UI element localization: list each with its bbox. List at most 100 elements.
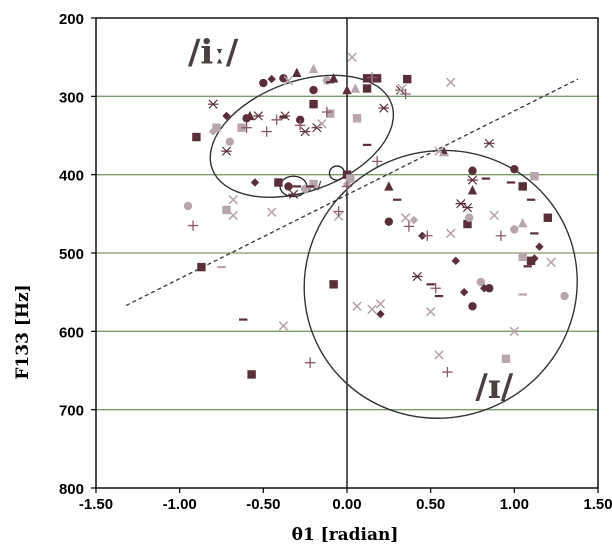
data-point-x — [347, 52, 357, 62]
data-point-circle — [510, 164, 519, 174]
data-point-square — [274, 178, 283, 187]
data-point-plus — [442, 366, 453, 378]
data-point-x — [489, 210, 500, 221]
data-point-star — [253, 111, 264, 121]
data-point-square — [346, 174, 355, 183]
data-point-plus — [430, 283, 441, 294]
data-point-plus — [294, 120, 306, 131]
data-point-x — [375, 299, 386, 309]
data-point-square — [526, 256, 536, 266]
x-tick-label: 0.00 — [332, 496, 361, 513]
data-point-plus — [321, 106, 333, 118]
data-point-circle — [476, 277, 486, 287]
y-tick-label: 300 — [59, 89, 84, 106]
data-point-x — [434, 350, 444, 360]
data-point-triangle — [350, 83, 361, 93]
data-points — [183, 52, 569, 379]
data-point-star — [484, 138, 495, 148]
data-point-diamond — [250, 178, 260, 187]
data-point-x — [546, 257, 556, 268]
x-tick-label: 1.00 — [500, 496, 529, 513]
highlight-circle — [328, 165, 346, 181]
data-point-plus — [495, 230, 507, 241]
region-label: /ɪ/ — [475, 367, 513, 407]
region-ellipse — [303, 149, 578, 419]
data-point-x — [425, 306, 436, 317]
data-point-square — [530, 172, 539, 181]
data-point-square — [501, 354, 511, 363]
data-point-diamond — [459, 287, 469, 297]
data-point-triangle — [384, 181, 394, 191]
y-tick-label: 800 — [59, 481, 84, 498]
data-point-triangle — [518, 218, 528, 228]
y-tick-label: 700 — [59, 403, 84, 420]
data-point-circle — [225, 137, 235, 146]
data-point-x — [367, 304, 377, 315]
data-point-square — [518, 252, 527, 262]
data-point-star — [299, 126, 311, 137]
data-point-x — [278, 321, 289, 331]
data-point-star — [207, 99, 219, 109]
data-point-plus — [271, 114, 282, 126]
data-point-star — [467, 175, 478, 185]
x-tick-label: -0.50 — [246, 496, 280, 513]
data-point-star — [221, 146, 232, 156]
data-point-star — [288, 189, 299, 199]
data-point-plus — [422, 230, 433, 241]
data-point-diamond — [530, 254, 539, 263]
region-label: /iː/ — [188, 32, 239, 72]
data-point-square — [212, 123, 221, 132]
x-axis-title: θ1 [radian] — [292, 525, 399, 545]
data-point-triangle — [292, 67, 302, 78]
data-point-plus — [187, 220, 199, 231]
data-point-diamond — [535, 242, 544, 251]
data-point-x — [445, 77, 456, 87]
data-point-square — [372, 74, 382, 83]
data-point-diamond — [222, 111, 231, 121]
data-point-triangle — [342, 84, 352, 95]
data-point-square — [309, 179, 318, 189]
x-tick-label: 1.50 — [583, 496, 612, 513]
data-point-diamond — [208, 127, 218, 136]
data-point-diamond — [451, 256, 460, 266]
data-point-star — [412, 271, 423, 282]
data-point-circle — [295, 115, 305, 125]
data-point-x — [266, 207, 277, 218]
data-point-x — [509, 326, 520, 337]
data-point-square — [362, 74, 372, 83]
data-point-circle — [309, 85, 318, 95]
data-point-plus — [261, 126, 272, 137]
data-point-square — [352, 114, 362, 123]
data-point-x — [283, 75, 294, 86]
region-ellipse — [209, 74, 395, 198]
data-point-x — [434, 146, 444, 156]
data-point-plus — [403, 221, 415, 232]
data-point-plus — [341, 181, 353, 192]
y-axis-title: F133 [Hz] — [13, 284, 33, 379]
tick-labels: -1.50 -1.00 -0.50 0.00 0.50 1.00 1.50 200 300 400… — [59, 11, 612, 513]
region-ellipses: /iː//ɪ//ɪ/ — [125, 32, 579, 419]
data-point-diamond — [376, 309, 385, 319]
data-point-square — [329, 280, 338, 289]
y-tick-label: 600 — [59, 324, 84, 341]
data-point-square — [403, 74, 412, 84]
data-point-circle — [464, 213, 474, 222]
data-point-plus — [333, 206, 344, 217]
data-point-x — [317, 118, 327, 129]
data-point-circle — [259, 78, 268, 88]
data-point-x — [445, 228, 456, 239]
data-point-plus — [400, 88, 411, 100]
data-point-star — [279, 111, 291, 121]
data-point-star — [378, 103, 390, 113]
data-point-square — [362, 84, 372, 93]
data-point-diamond — [267, 74, 276, 84]
data-point-star — [455, 199, 466, 209]
data-point-circle — [279, 74, 288, 83]
y-tick-label: 200 — [59, 11, 84, 28]
y-tick-label: 400 — [59, 168, 84, 185]
data-point-circle — [284, 182, 293, 191]
data-point-square — [192, 132, 201, 142]
data-point-plus — [366, 72, 378, 83]
